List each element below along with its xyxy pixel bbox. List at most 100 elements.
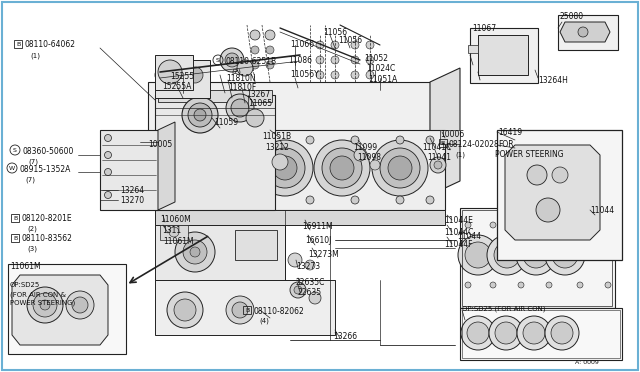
Text: 16419: 16419: [498, 128, 522, 137]
Text: 16911M: 16911M: [302, 222, 333, 231]
Polygon shape: [12, 275, 108, 345]
Circle shape: [458, 235, 498, 275]
Text: 13264: 13264: [120, 186, 144, 195]
Bar: [155, 60, 210, 98]
Circle shape: [366, 41, 374, 49]
Circle shape: [294, 286, 302, 294]
Bar: [470, 28, 538, 83]
Circle shape: [40, 300, 50, 310]
Text: 11061M: 11061M: [10, 262, 40, 271]
Text: (2): (2): [27, 225, 37, 231]
Circle shape: [536, 198, 560, 222]
Text: (3): (3): [27, 245, 37, 251]
Bar: [558, 15, 618, 50]
Polygon shape: [505, 145, 600, 240]
Polygon shape: [560, 22, 610, 42]
Bar: [155, 55, 193, 90]
Bar: [100, 130, 158, 210]
Circle shape: [523, 322, 545, 344]
Circle shape: [605, 222, 611, 228]
Text: 08110-82062: 08110-82062: [253, 307, 304, 316]
Text: (7): (7): [25, 176, 35, 183]
Circle shape: [266, 46, 274, 54]
Text: 13273M: 13273M: [308, 250, 339, 259]
Text: POWER STEERING: POWER STEERING: [495, 150, 564, 159]
Circle shape: [518, 222, 524, 228]
Circle shape: [288, 253, 302, 267]
Circle shape: [578, 27, 588, 37]
Text: 11056Y: 11056Y: [290, 70, 319, 79]
Circle shape: [306, 196, 314, 204]
Circle shape: [232, 302, 248, 318]
Text: 11024C: 11024C: [366, 64, 396, 73]
Bar: [235, 230, 277, 260]
Text: 10005: 10005: [148, 140, 172, 149]
Bar: [14, 40, 22, 48]
Circle shape: [66, 291, 94, 319]
Text: 11098: 11098: [357, 153, 381, 162]
Text: S: S: [13, 148, 17, 153]
Circle shape: [27, 287, 63, 323]
Text: 08110-83562: 08110-83562: [21, 234, 72, 243]
Circle shape: [237, 60, 253, 76]
Circle shape: [396, 196, 404, 204]
Circle shape: [188, 103, 212, 127]
Circle shape: [250, 30, 260, 40]
Circle shape: [251, 46, 259, 54]
Circle shape: [330, 156, 354, 180]
Circle shape: [430, 157, 446, 173]
Circle shape: [183, 240, 207, 264]
Text: OP:SD25: OP:SD25: [10, 282, 40, 288]
Text: 11041C: 11041C: [422, 143, 451, 152]
Text: 11056: 11056: [338, 36, 362, 45]
Circle shape: [187, 67, 203, 83]
Text: 11060M: 11060M: [160, 215, 191, 224]
Text: 08110-64062: 08110-64062: [24, 40, 75, 49]
Circle shape: [72, 297, 88, 313]
Circle shape: [465, 242, 491, 268]
Circle shape: [226, 296, 254, 324]
Text: 11099: 11099: [353, 143, 377, 152]
Polygon shape: [155, 210, 445, 225]
Circle shape: [225, 53, 239, 67]
Circle shape: [169, 227, 179, 237]
Circle shape: [182, 97, 218, 133]
Text: 13264H: 13264H: [538, 76, 568, 85]
Text: 15255A: 15255A: [162, 82, 191, 91]
Text: 10006: 10006: [440, 130, 464, 139]
Circle shape: [372, 140, 428, 196]
Circle shape: [309, 292, 321, 304]
Circle shape: [226, 94, 254, 122]
Bar: [462, 310, 620, 358]
Circle shape: [33, 293, 57, 317]
Circle shape: [489, 316, 523, 350]
Text: 08120-8201E: 08120-8201E: [21, 214, 72, 223]
Text: 08110-6251B: 08110-6251B: [225, 57, 276, 66]
Circle shape: [216, 156, 240, 180]
Circle shape: [165, 65, 185, 85]
Text: 08124-02028: 08124-02028: [449, 140, 500, 149]
Circle shape: [261, 196, 269, 204]
Circle shape: [322, 148, 362, 188]
Circle shape: [351, 56, 359, 64]
Circle shape: [104, 192, 111, 199]
Polygon shape: [148, 82, 430, 195]
Text: POWER STEERING): POWER STEERING): [10, 300, 76, 307]
Text: OP:SD25 (FOR AIR CON): OP:SD25 (FOR AIR CON): [462, 306, 545, 312]
Bar: [497, 130, 622, 260]
Circle shape: [316, 56, 324, 64]
Circle shape: [251, 61, 259, 69]
Circle shape: [366, 56, 374, 64]
Text: (4): (4): [259, 318, 269, 324]
Circle shape: [216, 196, 224, 204]
Circle shape: [523, 242, 549, 268]
Circle shape: [495, 322, 517, 344]
Circle shape: [467, 322, 489, 344]
Circle shape: [527, 165, 547, 185]
Circle shape: [551, 322, 573, 344]
Bar: [460, 308, 622, 360]
Text: B: B: [16, 42, 20, 46]
Circle shape: [351, 71, 359, 79]
Text: B: B: [13, 235, 17, 241]
Text: 11066: 11066: [290, 40, 314, 49]
